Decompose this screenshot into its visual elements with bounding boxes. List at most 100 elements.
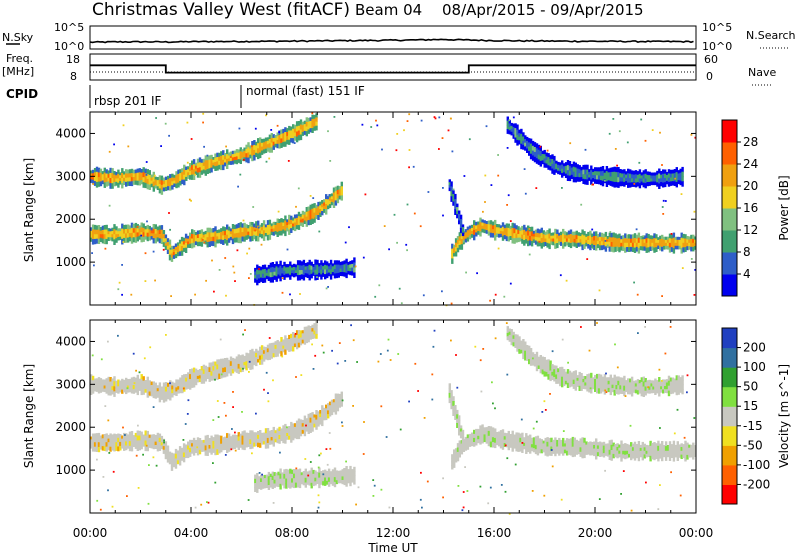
echo-cell	[565, 238, 569, 243]
echo-cell	[624, 443, 627, 448]
scatter-point	[419, 498, 422, 501]
echo-cell	[452, 401, 455, 407]
echo-cell	[276, 439, 279, 444]
echo-cell	[259, 355, 262, 361]
echo-cell	[458, 425, 461, 431]
echo-cell	[537, 362, 541, 367]
echo-cell	[168, 451, 172, 456]
echo-cell	[497, 442, 501, 447]
echo-cell	[309, 204, 312, 211]
echo-cell	[573, 242, 576, 247]
echo-cell	[288, 426, 291, 430]
echo-cell	[264, 224, 268, 228]
echo-cell	[183, 374, 186, 379]
echo-cell	[189, 439, 192, 445]
echo-cell	[271, 267, 274, 273]
echo-cell	[206, 237, 209, 243]
echo-cell	[680, 247, 683, 254]
power-echo-data	[90, 112, 697, 307]
echo-cell	[637, 242, 641, 249]
echo-cell	[494, 442, 497, 449]
echo-cell	[596, 373, 599, 380]
scatter-point	[242, 367, 244, 370]
echo-cell	[206, 369, 209, 374]
echo-cell	[664, 236, 668, 241]
echo-cell	[483, 434, 486, 439]
echo-cell	[249, 430, 252, 436]
echo-cell	[560, 439, 563, 444]
echo-cell	[509, 434, 512, 438]
echo-cell	[231, 434, 235, 439]
echo-cell	[555, 374, 558, 380]
echo-cell	[541, 160, 544, 165]
scatter-point	[325, 448, 328, 450]
power-colorbar	[722, 120, 737, 297]
scatter-point	[186, 121, 189, 124]
echo-cell	[152, 434, 155, 439]
scatter-point	[388, 248, 390, 251]
echo-cell	[596, 445, 600, 450]
nsky-tick-top-left: 10^5	[54, 21, 84, 34]
echo-cell	[274, 348, 277, 354]
echo-cell	[555, 378, 558, 384]
echo-cell	[327, 477, 331, 483]
echo-cell	[317, 415, 320, 420]
echo-cell	[255, 221, 258, 227]
echo-cell	[138, 440, 141, 446]
echo-cell	[241, 157, 244, 162]
echo-cell	[453, 449, 456, 455]
scatter-point	[287, 160, 290, 162]
echo-cell	[109, 377, 112, 383]
echo-cell	[694, 450, 697, 455]
echo-cell	[166, 238, 170, 243]
echo-cell	[264, 230, 268, 234]
scatter-point	[206, 501, 208, 503]
echo-cell	[241, 236, 244, 242]
echo-cell	[291, 473, 294, 479]
echo-cell	[621, 377, 624, 383]
echo-cell	[675, 181, 678, 188]
scatter-point	[91, 252, 93, 254]
echo-cell	[351, 475, 354, 480]
echo-cell	[686, 442, 689, 448]
echo-cell	[200, 374, 204, 380]
echo-cell	[331, 477, 335, 482]
echo-cell	[200, 366, 204, 371]
echo-cell	[216, 236, 219, 241]
scatter-point	[257, 226, 260, 229]
echo-cell	[119, 386, 122, 390]
echo-cell	[530, 444, 534, 448]
scatter-point	[528, 228, 531, 230]
echo-cell	[107, 231, 110, 235]
echo-cell	[279, 270, 282, 277]
echo-cell	[156, 441, 160, 447]
echo-cell	[634, 380, 638, 384]
echo-cell	[665, 389, 669, 394]
echo-cell	[515, 437, 518, 443]
echo-cell	[176, 249, 180, 253]
echo-cell	[590, 170, 593, 176]
echo-cell	[266, 344, 270, 349]
echo-cell	[540, 442, 543, 447]
echo-cell	[614, 242, 617, 248]
echo-cell	[218, 232, 221, 237]
scatter-point	[659, 427, 661, 429]
echo-cell	[527, 230, 530, 237]
echo-cell	[464, 443, 468, 448]
echo-cell	[563, 369, 566, 374]
echo-cell	[255, 226, 258, 232]
echo-cell	[95, 229, 99, 235]
echo-cell	[549, 158, 552, 164]
echo-cell	[587, 231, 590, 237]
echo-cell	[178, 247, 182, 252]
echo-cell	[285, 473, 288, 480]
scatter-point	[504, 490, 507, 493]
echo-cell	[556, 443, 559, 448]
echo-cell	[481, 228, 484, 233]
scatter-point	[479, 359, 482, 362]
echo-cell	[577, 235, 580, 240]
scatter-point	[662, 213, 665, 215]
echo-cell	[641, 235, 644, 240]
echo-cell	[321, 410, 324, 416]
echo-cell	[507, 232, 510, 238]
